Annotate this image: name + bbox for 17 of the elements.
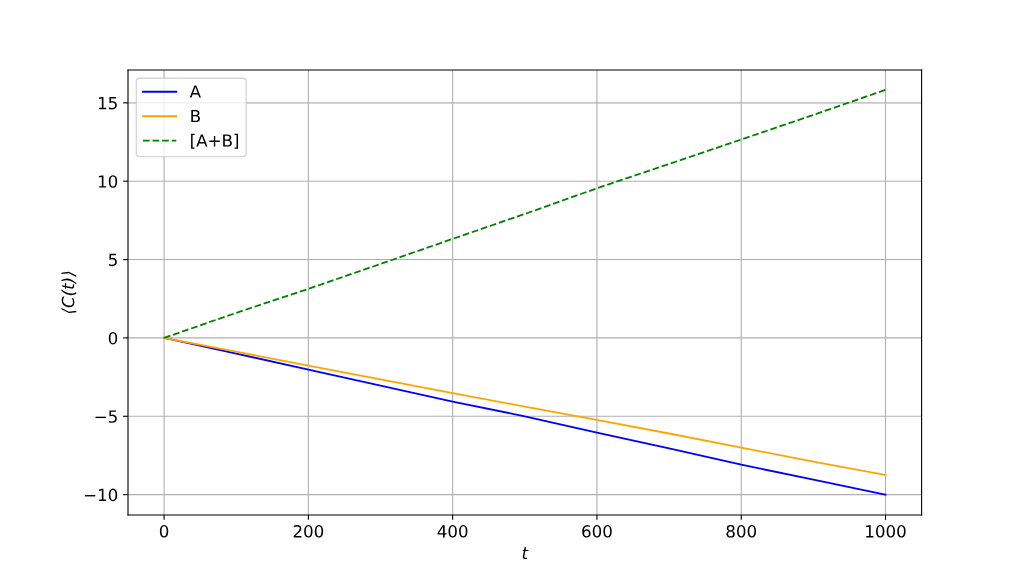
x-tick-label: 800 bbox=[726, 525, 757, 538]
y-axis-title: ⟨C(t)⟩ bbox=[61, 271, 77, 314]
legend-label: B bbox=[191, 109, 200, 123]
y-tick-label: 10 bbox=[98, 175, 118, 188]
x-tick-label: 200 bbox=[293, 525, 324, 538]
legend-label: [A+B] bbox=[191, 133, 239, 149]
x-tick-label: 0 bbox=[159, 525, 169, 538]
legend-label: A bbox=[189, 85, 201, 98]
x-tick-label: 400 bbox=[437, 525, 468, 538]
x-axis-title: t bbox=[522, 547, 529, 560]
y-tick-label: −10 bbox=[84, 488, 118, 502]
y-tick-label: 5 bbox=[108, 253, 117, 267]
x-tick-label: 1000 bbox=[866, 525, 906, 538]
y-tick-label: −5 bbox=[95, 410, 117, 423]
x-tick-label: 600 bbox=[582, 525, 612, 538]
y-tick-label: 15 bbox=[98, 97, 117, 110]
y-tick-label: 0 bbox=[108, 331, 118, 345]
